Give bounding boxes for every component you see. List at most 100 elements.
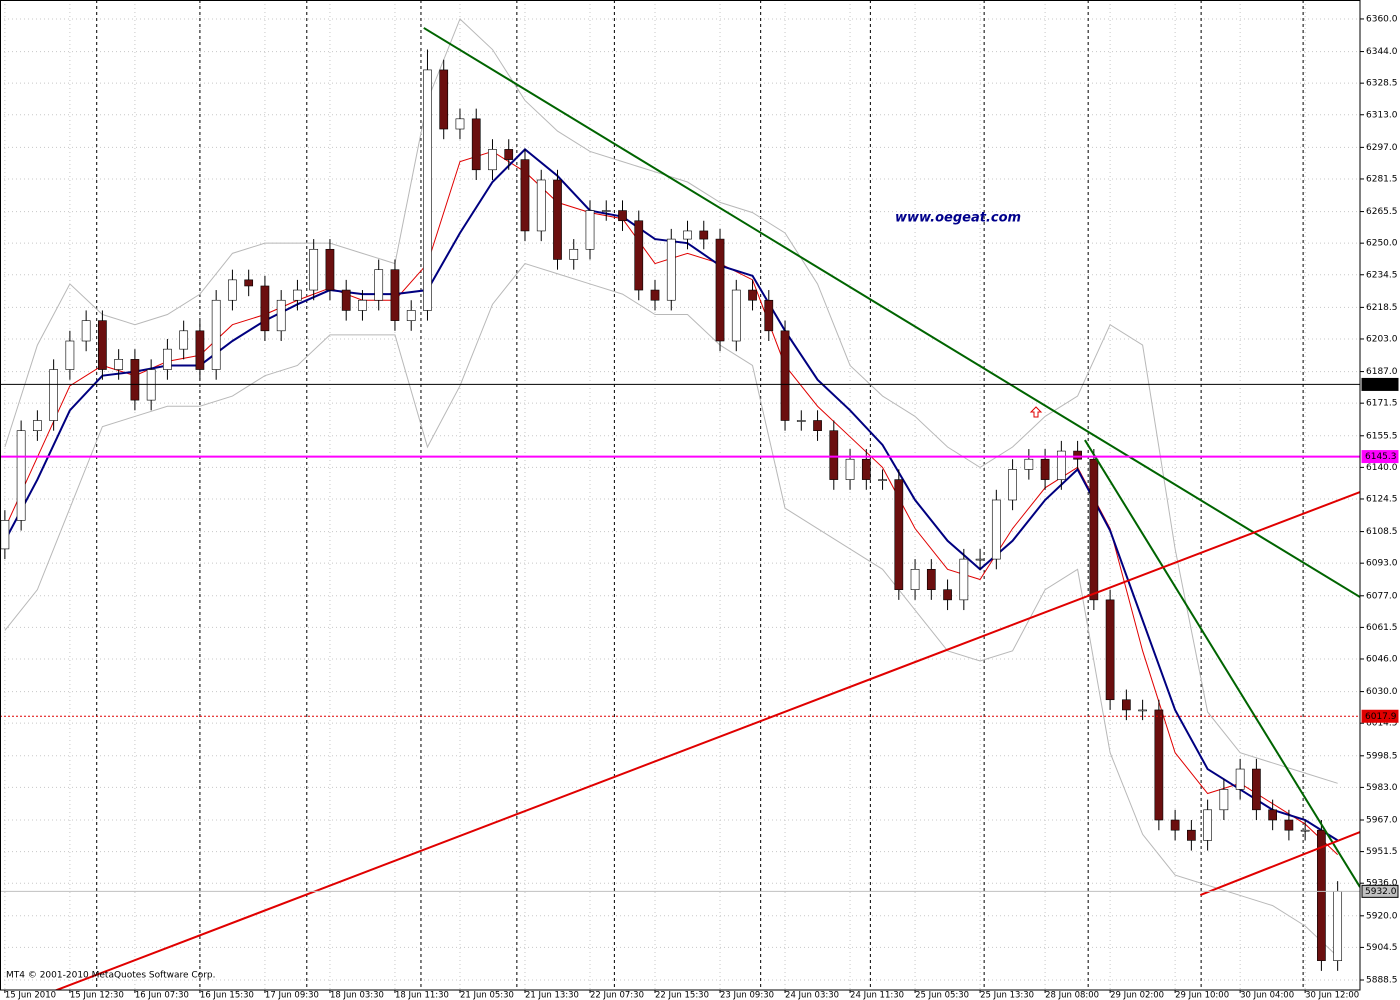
- y-tick-label: 6265.5: [1366, 207, 1398, 217]
- price-label: 6180.7: [1365, 380, 1397, 390]
- y-tick-label: 6014.5: [1366, 719, 1398, 729]
- y-tick-label: 5951.5: [1366, 847, 1398, 857]
- y-tick-label: 5983.0: [1366, 783, 1398, 793]
- x-tick-label: 21 Jun 05:30: [460, 991, 514, 1000]
- y-tick-label: 6344.0: [1366, 47, 1398, 57]
- candle-body: [861, 458, 871, 480]
- candle-body: [1268, 809, 1278, 821]
- candle-body: [780, 330, 790, 421]
- y-tick-label: 6061.5: [1366, 623, 1398, 633]
- x-tick-label: 18 Jun 11:30: [395, 991, 449, 1000]
- price-label-box: [1361, 709, 1399, 723]
- x-tick-label: 18 Jun 03:30: [330, 991, 384, 1000]
- candle-body: [715, 238, 725, 342]
- candle-body: [1187, 829, 1196, 841]
- price-label: 6145.3: [1365, 452, 1397, 462]
- y-tick-label: 6250.0: [1366, 239, 1398, 249]
- candle-body: [845, 458, 855, 480]
- candle-body: [1073, 450, 1082, 460]
- candle-body: [894, 479, 904, 590]
- candle-body: [1040, 458, 1050, 480]
- candle-body: [406, 310, 416, 321]
- candle-body: [1056, 450, 1066, 480]
- candle-body: [1089, 458, 1099, 601]
- candle-body: [163, 348, 172, 370]
- x-tick-label: 22 Jun 07:30: [590, 991, 644, 1000]
- y-tick-label: 5904.5: [1366, 943, 1398, 953]
- y-tick-label: 6297.0: [1366, 143, 1398, 153]
- candle-body: [471, 118, 481, 171]
- candle-body: [829, 430, 839, 480]
- candle-body: [650, 289, 660, 301]
- candle-body: [16, 430, 26, 521]
- candle-body: [260, 285, 270, 332]
- candle-body: [293, 289, 302, 301]
- candle-body: [975, 558, 985, 561]
- y-tick-label: 5888.5: [1366, 976, 1398, 986]
- candle-body: [699, 230, 709, 240]
- y-tick-label: 5967.0: [1366, 816, 1398, 826]
- candle-body: [813, 420, 822, 431]
- x-tick-label: 29 Jun 02:00: [1110, 991, 1164, 1000]
- price-label: 6017.9: [1365, 712, 1397, 722]
- indicator-line: [4, 18, 1338, 784]
- candle-body: [959, 558, 969, 601]
- plot-frame: [0, 0, 1361, 991]
- candle-body: [309, 248, 319, 291]
- y-tick-label: 6093.0: [1366, 559, 1398, 569]
- candle-body: [1252, 768, 1261, 811]
- candle-body: [910, 568, 920, 590]
- candle-body: [1008, 469, 1017, 501]
- x-tick-label: 17 Jun 09:30: [265, 991, 319, 1000]
- y-tick-label: 6124.5: [1366, 494, 1398, 504]
- y-tick-label: 6077.0: [1366, 591, 1398, 601]
- candle-body: [390, 269, 400, 321]
- candle-body: [666, 238, 676, 301]
- watermark: www.oegeat.com: [895, 211, 1021, 226]
- candle-body: [179, 330, 189, 350]
- y-tick-label: 6140.0: [1366, 463, 1398, 473]
- candle-body: [1333, 891, 1343, 961]
- x-tick-label: 24 Jun 11:30: [850, 991, 904, 1000]
- candle-body: [244, 279, 254, 287]
- candle-body: [569, 248, 579, 260]
- x-tick-label: 15 Jun 12:30: [70, 991, 124, 1000]
- candle-body: [1138, 709, 1147, 712]
- x-tick-label: 22 Jun 15:30: [655, 991, 709, 1000]
- candle-body: [49, 369, 58, 421]
- trendline: [1084, 439, 1360, 888]
- candle-body: [130, 359, 140, 401]
- candle-body: [374, 269, 384, 301]
- x-tick-label: 28 Jun 08:00: [1045, 991, 1099, 1000]
- candle-body: [1170, 819, 1180, 831]
- candle-body: [991, 499, 1001, 560]
- x-tick-label: 25 Jun 05:30: [915, 991, 969, 1000]
- candle-body: [1284, 819, 1294, 831]
- candle-body: [65, 340, 75, 370]
- trendline: [53, 491, 1360, 990]
- candle-body: [926, 568, 936, 590]
- candle-body: [358, 299, 367, 311]
- x-tick-label: 23 Jun 09:30: [720, 991, 774, 1000]
- y-tick-label: 6030.0: [1366, 687, 1398, 697]
- y-tick-label: 6360.0: [1366, 14, 1398, 24]
- x-tick-label: 16 Jun 07:30: [135, 991, 189, 1000]
- candle-body: [1219, 789, 1229, 811]
- copyright: MT4 © 2001-2010 MetaQuotes Software Corp…: [6, 971, 215, 981]
- x-tick-label: 21 Jun 13:30: [525, 991, 579, 1000]
- candle-body: [764, 299, 774, 332]
- candle-body: [211, 299, 221, 370]
- candle-body: [796, 420, 806, 422]
- y-tick-label: 6187.0: [1366, 367, 1398, 377]
- candle-body: [341, 289, 351, 311]
- candle-body: [618, 210, 627, 222]
- candle-body: [683, 230, 692, 240]
- candle-body: [1235, 768, 1245, 790]
- candle-body: [504, 149, 514, 160]
- y-tick-label: 6218.5: [1366, 303, 1398, 313]
- y-tick-label: 6203.0: [1366, 334, 1398, 344]
- candle-body: [1154, 709, 1164, 821]
- candle-body: [634, 220, 644, 291]
